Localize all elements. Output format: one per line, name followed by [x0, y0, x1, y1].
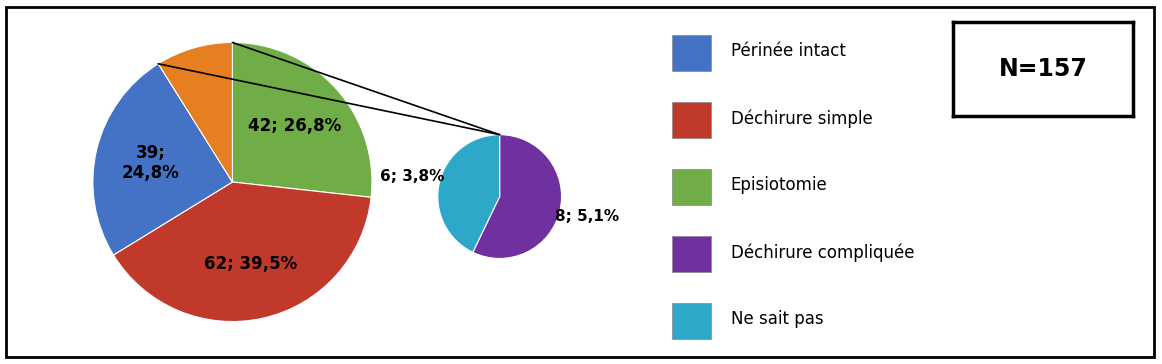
Text: N=157: N=157 [998, 57, 1088, 81]
Text: 62; 39,5%: 62; 39,5% [205, 255, 297, 273]
Text: 39;
24,8%: 39; 24,8% [122, 143, 180, 182]
Wedge shape [114, 182, 371, 321]
Wedge shape [93, 64, 232, 255]
Text: 6; 3,8%: 6; 3,8% [380, 169, 444, 184]
Text: Déchirure compliquée: Déchirure compliquée [731, 243, 914, 262]
Wedge shape [158, 43, 232, 182]
Bar [672, 35, 711, 71]
Bar [672, 169, 711, 205]
Text: 8; 5,1%: 8; 5,1% [555, 209, 619, 224]
Wedge shape [232, 43, 372, 197]
Wedge shape [473, 135, 561, 258]
Wedge shape [438, 135, 500, 252]
Text: Ne sait pas: Ne sait pas [731, 310, 824, 328]
Text: Périnée intact: Périnée intact [731, 42, 846, 60]
Text: Déchirure simple: Déchirure simple [731, 109, 873, 128]
Text: 42; 26,8%: 42; 26,8% [249, 117, 342, 135]
Bar [672, 236, 711, 272]
Text: Episiotomie: Episiotomie [731, 176, 827, 194]
Bar [672, 302, 711, 339]
Bar [672, 102, 711, 138]
